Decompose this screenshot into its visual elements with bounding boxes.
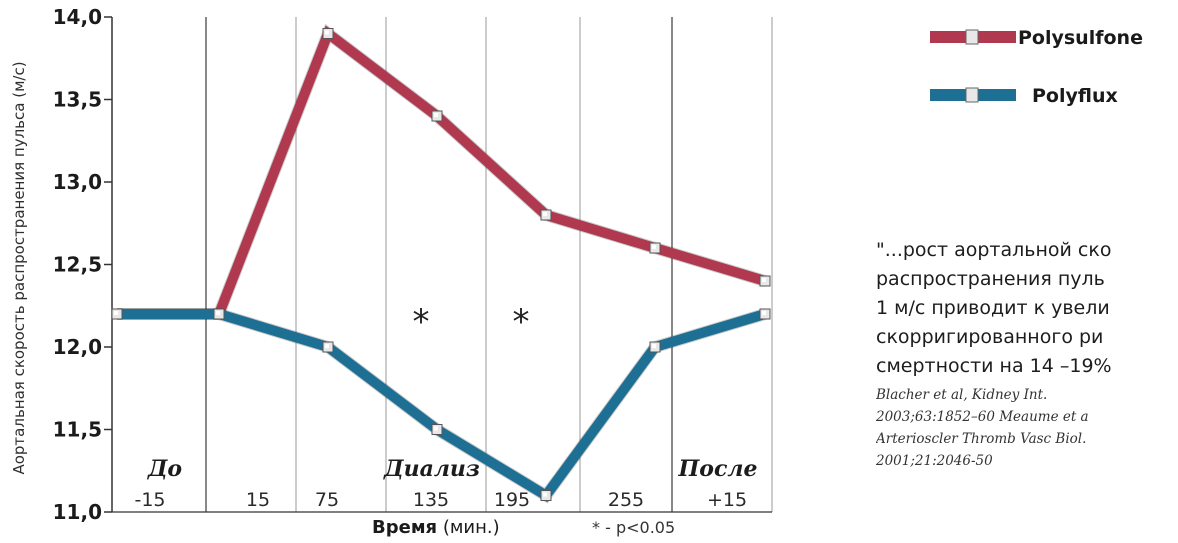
quote-line: "...рост аортальной ско xyxy=(876,239,1112,261)
data-point-highlight xyxy=(762,311,766,315)
x-tick-label: 15 xyxy=(246,489,270,511)
significance-star: * xyxy=(513,302,530,342)
series-line-shadow xyxy=(117,23,767,320)
axis-layer: 14,0 13,5 13,0 12,5 12,0 11,5 11,0 Аортальная с… xyxy=(10,5,772,524)
data-point-highlight xyxy=(652,245,656,249)
significance-star: * xyxy=(413,302,430,342)
citation-line: Arterioscler Thromb Vasc Biol. xyxy=(876,431,1087,447)
series-line-polysulfone xyxy=(117,25,767,319)
y-tick-label: 13,0 xyxy=(53,170,102,194)
x-tick-label: -15 xyxy=(134,489,165,511)
x-tick-label: +15 xyxy=(707,489,747,511)
citation-line: 2003;63:1852–60 Meaume et a xyxy=(876,409,1089,425)
x-axis-label-unit: (мин.) xyxy=(442,517,500,538)
series-layer xyxy=(111,23,771,504)
x-axis-label-main: Время xyxy=(372,517,438,538)
quote-line: 1 м/с приводит к увели xyxy=(876,297,1110,319)
data-point-highlight xyxy=(543,492,547,497)
x-axis-label: Время (мин.) xyxy=(372,517,500,538)
legend-marker xyxy=(965,29,979,45)
data-point-highlight xyxy=(434,426,438,431)
quote-line: распространения пуль xyxy=(876,268,1105,290)
y-tick-label: 13,5 xyxy=(53,88,102,112)
grid-layer xyxy=(111,17,773,512)
data-point-highlight xyxy=(652,344,656,348)
legend: Polysulfone Polyflux xyxy=(930,27,1143,107)
citation-line: Blacher et al, Kidney Int. xyxy=(876,387,1048,403)
legend-marker xyxy=(965,87,979,103)
data-point-highlight xyxy=(216,311,220,315)
quote-line: смертности на 14 –19% xyxy=(876,355,1112,377)
data-point-highlight xyxy=(325,344,329,348)
phase-label: После xyxy=(678,456,758,482)
y-axis-label: Аортальная скорость распространения пуль… xyxy=(10,61,28,474)
significance-note: * - p<0.05 xyxy=(592,518,676,537)
data-point-highlight xyxy=(325,30,329,35)
legend-label: Polysulfone xyxy=(1018,27,1143,49)
x-tick-label: 195 xyxy=(494,489,530,511)
citation: Blacher et al, Kidney Int. 2003;63:1852–… xyxy=(876,384,1178,472)
data-point-highlight xyxy=(762,278,766,282)
data-point-highlight xyxy=(543,212,547,216)
x-tick-label: 75 xyxy=(315,489,339,511)
y-tick-label: 12,5 xyxy=(53,253,102,277)
label-layer: -15 15 75 135 195 255 +15 До Диализ После * * xyxy=(134,302,757,511)
y-tick-label: 14,0 xyxy=(53,5,102,29)
x-tick-label: 135 xyxy=(413,489,449,511)
legend-label: Polyflux xyxy=(1032,85,1118,107)
quote-block: "...рост аортальной ско распространения … xyxy=(876,236,1178,516)
phase-label: До xyxy=(147,456,182,482)
x-tick-label: 255 xyxy=(608,489,644,511)
quote-line: скорригированного ри xyxy=(876,326,1104,348)
y-tick-label: 11,5 xyxy=(53,418,102,442)
data-point-highlight xyxy=(114,311,118,315)
phase-label: Диализ xyxy=(383,456,480,482)
citation-line: 2001;21:2046-50 xyxy=(876,453,993,469)
y-tick-label: 12,0 xyxy=(53,335,102,359)
data-point-highlight xyxy=(434,113,438,117)
y-tick-label: 11,0 xyxy=(53,500,102,524)
